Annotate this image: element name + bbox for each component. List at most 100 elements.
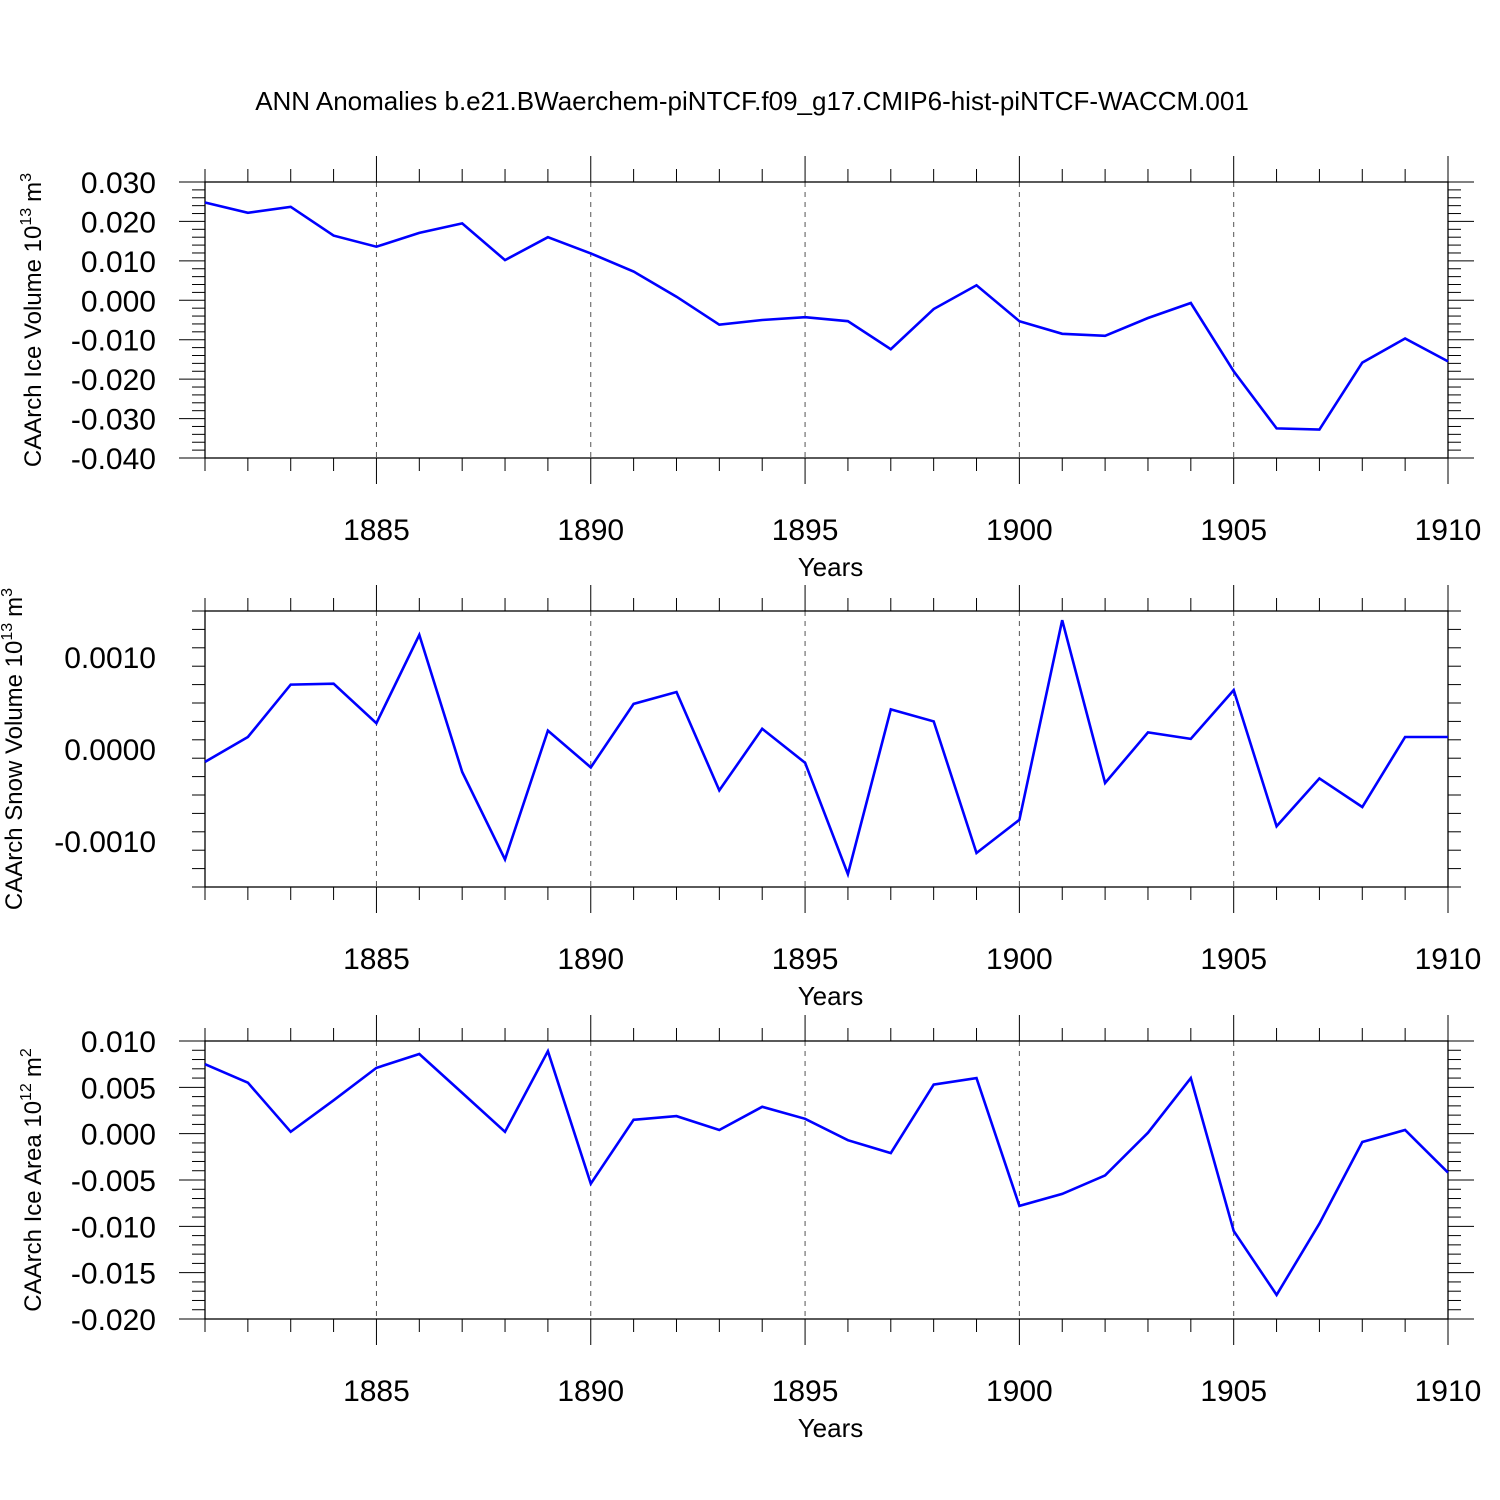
y-tick-label: -0.040 [71,443,156,476]
data-point-1904 [1190,302,1192,304]
data-point-1894 [761,728,763,730]
y-axis-label-unit-exponent: 2 [18,1048,35,1057]
series-line [204,1047,1449,1298]
data-point-1901 [1061,333,1063,335]
y-tick-label: 0.010 [81,246,156,279]
plot-frame [204,181,1449,459]
data-point-1907 [1318,1222,1320,1224]
data-point-1884 [332,234,334,236]
x-tick-label: 1885 [343,943,410,976]
y-axis-label-unit-exponent: 3 [0,588,16,597]
data-point-1887 [461,771,463,773]
data-point-1887 [461,222,463,224]
data-point-1891 [632,1119,634,1121]
data-point-1883 [290,1131,292,1133]
data-point-1906 [1275,825,1277,827]
x-tick-label: 1900 [986,1375,1053,1408]
data-point-1896 [847,320,849,322]
x-tick-label: 1905 [1200,1375,1267,1408]
data-point-1897 [890,1152,892,1154]
x-tick-label: 1895 [772,514,839,547]
data-point-1894 [761,1106,763,1108]
data-point-1902 [1104,782,1106,784]
data-point-1892 [675,1115,677,1117]
y-axis-label: CAArch Ice Area 1012 m2 [18,1048,47,1312]
data-point-1882 [247,1082,249,1084]
data-point-1905 [1232,689,1234,691]
data-point-1888 [504,858,506,860]
x-axis-label: Years [798,981,864,1011]
data-point-1889 [547,1050,549,1052]
data-point-1890 [590,766,592,768]
data-point-1899 [975,1077,977,1079]
data-point-1897 [890,708,892,710]
data-point-1904 [1190,738,1192,740]
series-line [204,201,1449,431]
data-point-1903 [1147,1132,1149,1134]
x-tick-label: 1885 [343,1375,410,1408]
x-tick-label: 1900 [986,943,1053,976]
data-point-1884 [332,1099,334,1101]
data-point-1883 [290,206,292,208]
x-tick-label: 1905 [1200,514,1267,547]
y-axis-label-exponent: 13 [0,623,16,641]
y-tick-label: 0.005 [81,1072,156,1105]
data-point-1893 [718,789,720,791]
data-point-1890 [590,1183,592,1185]
data-point-1881 [204,201,206,203]
y-axis-label-unit: m [1,597,28,617]
chart-title: ANN Anomalies b.e21.BWaerchem-piNTCF.f09… [255,86,1249,116]
data-point-1886 [418,634,420,636]
y-tick-label: 0.0010 [64,642,156,675]
x-tick-label: 1910 [1415,943,1482,976]
y-tick-label: -0.010 [71,325,156,358]
data-point-1893 [718,324,720,326]
data-point-1882 [247,736,249,738]
y-tick-label: -0.020 [71,364,156,397]
data-point-1908 [1361,361,1363,363]
data-point-1889 [547,236,549,238]
data-point-1900 [1018,1205,1020,1207]
x-tick-label: 1900 [986,514,1053,547]
x-tick-label: 1885 [343,514,410,547]
x-tick-label: 1890 [557,943,624,976]
y-axis-label-unit: m [20,182,47,202]
data-point-1892 [675,691,677,693]
y-axis-label-exponent: 12 [18,1083,35,1101]
panel-3: -0.020 -0.015 -0.010 -0.005 0.000 0.005 0.010 1… [18,1015,1481,1443]
data-point-1888 [504,259,506,261]
data-point-1901 [1061,1193,1063,1195]
y-axis-label-exponent: 13 [18,208,35,226]
data-point-1895 [804,762,806,764]
data-point-1908 [1361,806,1363,808]
data-point-1903 [1147,317,1149,319]
data-point-1909 [1404,736,1406,738]
data-point-1895 [804,316,806,318]
data-point-1881 [204,1063,206,1065]
data-point-1887 [461,1092,463,1094]
data-point-1901 [1061,619,1063,621]
data-point-1891 [632,270,634,272]
panel-1: -0.040 -0.030 -0.020 -0.010 0.000 0.010 0.020 0… [18,156,1481,582]
data-point-1883 [290,683,292,685]
y-tick-label: -0.005 [71,1165,156,1198]
data-point-1908 [1361,1141,1363,1143]
data-point-1898 [932,308,934,310]
data-point-1886 [418,232,420,234]
y-tick-label: 0.000 [81,1119,156,1152]
x-tick-label: 1910 [1415,514,1482,547]
data-point-1885 [375,1067,377,1069]
y-axis-label-unit: m [20,1057,47,1077]
data-point-1910 [1447,1171,1449,1173]
y-axis-label-text: CAArch Ice Area 10 [20,1101,47,1312]
data-point-1885 [375,722,377,724]
y-axis-label: CAArch Snow Volume 1013 m3 [0,588,28,910]
data-point-1896 [847,873,849,875]
data-point-1902 [1104,1174,1106,1176]
data-point-1893 [718,1129,720,1131]
x-axis-label: Years [798,552,864,582]
data-point-1885 [375,245,377,247]
x-tick-label: 1895 [772,943,839,976]
plot-frame [204,610,1449,888]
